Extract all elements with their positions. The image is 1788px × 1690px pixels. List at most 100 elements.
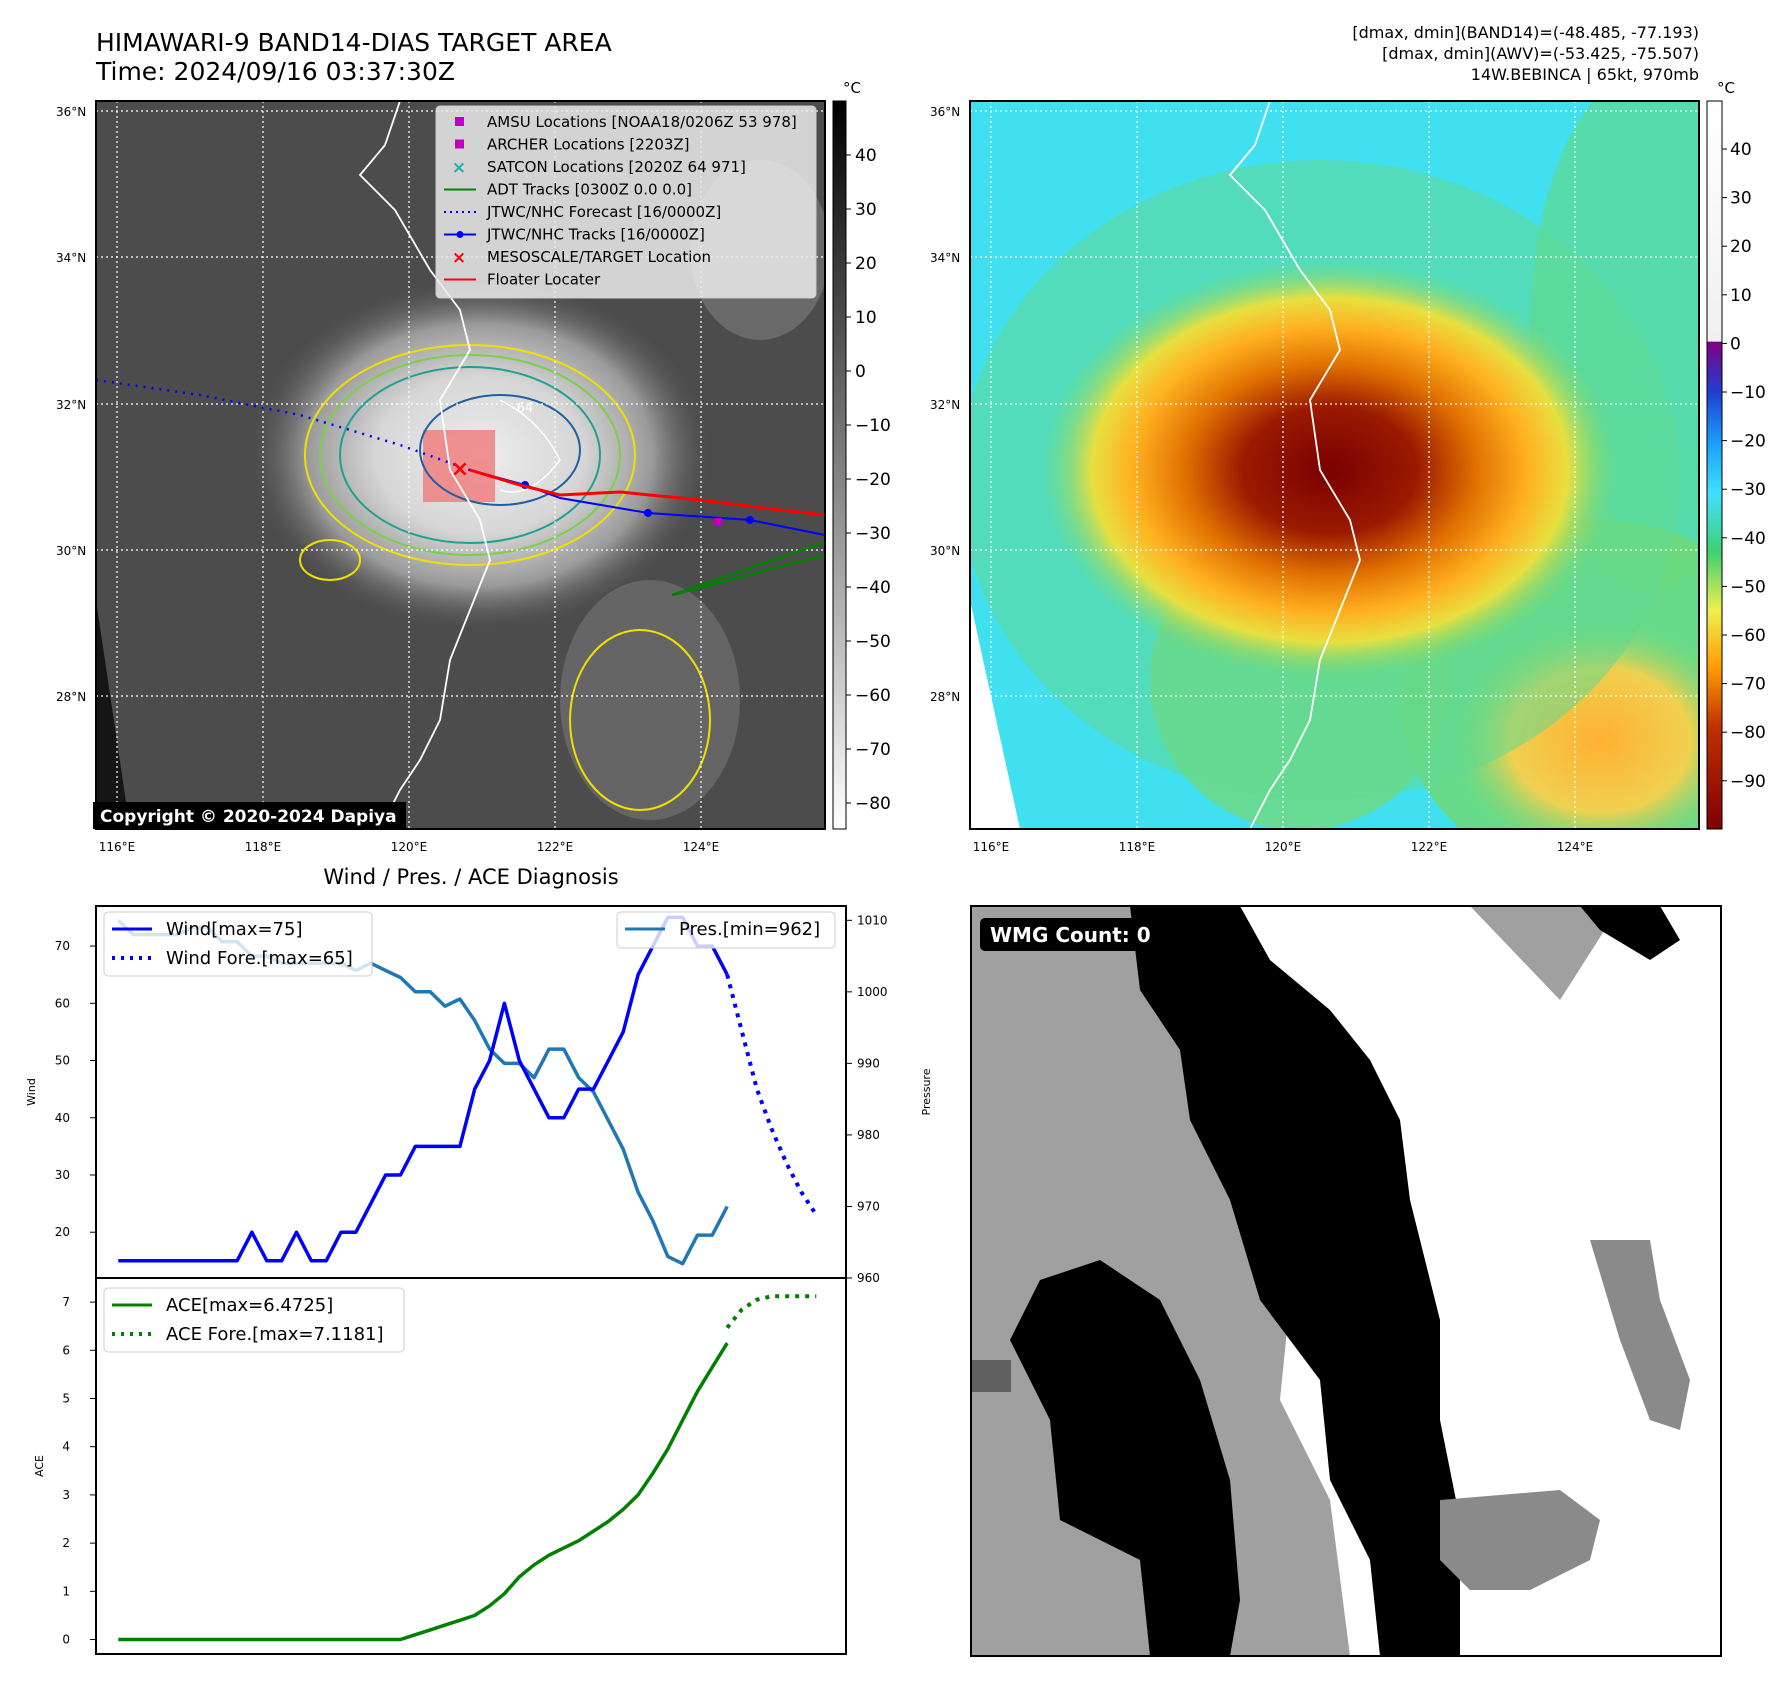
lat-tick: 36°N xyxy=(930,105,960,119)
ir-colorbar-tick: 0 xyxy=(855,362,866,382)
ace-ylabel: ACE xyxy=(33,1455,46,1477)
lat-tick: 32°N xyxy=(56,398,86,412)
wmg-black-patch xyxy=(1010,1260,1240,1656)
diagnosis-panel: Wind / Pres. / ACE Diagnosis Wind Pressu… xyxy=(25,865,933,1655)
ace-tick: 1 xyxy=(62,1584,70,1598)
lon-tick: 124°E xyxy=(683,840,720,854)
lon-tick: 116°E xyxy=(973,840,1010,854)
ir-colorbar-tick: −60 xyxy=(855,686,891,706)
ace-tick: 6 xyxy=(62,1343,70,1357)
wind-tick: 70 xyxy=(55,939,70,953)
map-title-line2: Time: 2024/09/16 03:37:30Z xyxy=(95,57,455,86)
lat-tick: 30°N xyxy=(56,544,86,558)
awv-colorbar-tick: −30 xyxy=(1730,480,1766,500)
ir-colorbar-tick: −10 xyxy=(855,416,891,436)
map-legend-item: JTWC/NHC Forecast [16/0000Z] xyxy=(486,203,721,221)
wmg-gray-patch xyxy=(1590,1240,1690,1430)
awv-colorbar-tick: 20 xyxy=(1730,237,1752,257)
pressure-tick: 1000 xyxy=(857,985,888,999)
ace-tick: 5 xyxy=(62,1392,70,1406)
ace-ticks: 7 6 5 4 3 2 1 0 xyxy=(62,1295,96,1647)
map-legend-item: ARCHER Locations [2203Z] xyxy=(487,136,690,154)
lat-tick: 32°N xyxy=(930,398,960,412)
legend-pres: Pres.[min=962] xyxy=(679,919,820,940)
awv-colorbar-tick: 40 xyxy=(1730,140,1752,160)
awv-colorbar-ticks: 40 30 20 10 0 −10 −20 −30 −40 −50 −60 −70 −80 −90 xyxy=(1722,140,1766,792)
lon-tick: 122°E xyxy=(537,840,574,854)
adt-track xyxy=(671,540,825,597)
ace-legend: ACE[max=6.4725] ACE Fore.[max=7.1181] xyxy=(103,1287,405,1353)
ace-plot xyxy=(118,1294,817,1642)
wmg-frame xyxy=(970,905,1722,1657)
lon-tick: 116°E xyxy=(99,840,136,854)
ir-map-panel: HIMAWARI-9 BAND14-DIAS TARGET AREA Time:… xyxy=(56,28,891,854)
wmg-panel: WMG Count: 0 xyxy=(970,905,1722,1657)
lat-tick: 30°N xyxy=(930,544,960,558)
lon-tick: 124°E xyxy=(1557,840,1594,854)
awv-colorbar-tick: −60 xyxy=(1730,626,1766,646)
pressure-legend: Pres.[min=962] xyxy=(616,911,836,949)
awv-colorbar-tick: −40 xyxy=(1730,529,1766,549)
ir-colorbar-tick: 30 xyxy=(855,200,877,220)
awv-colorbar-tick: −80 xyxy=(1730,723,1766,743)
target-location-marker: × xyxy=(451,457,469,482)
map-title-line1: HIMAWARI-9 BAND14-DIAS TARGET AREA xyxy=(96,28,612,57)
awv-colorbar-tick: 0 xyxy=(1730,334,1741,354)
pressure-ylabel: Pressure xyxy=(920,1068,933,1115)
wmg-label-box xyxy=(980,918,1163,951)
contour-label: -64 xyxy=(512,401,533,416)
ir-colorbar-tick: −70 xyxy=(855,740,891,760)
map-legend-item: AMSU Locations [NOAA18/0206Z 53 978] xyxy=(487,113,797,131)
map-lon-ticks: 116°E 118°E 120°E 122°E 124°E xyxy=(99,840,720,854)
awv-gridlines xyxy=(970,101,1699,829)
awv-info-line1: [dmax, dmin](BAND14)=(-48.485, -77.193) xyxy=(1352,23,1699,42)
map-lat-ticks: 36°N 34°N 32°N 30°N 28°N xyxy=(56,105,86,704)
awv-missing-corner xyxy=(970,600,1020,829)
lon-tick: 120°E xyxy=(1265,840,1302,854)
awv-info-line3: 14W.BEBINCA | 65kt, 970mb xyxy=(1471,65,1699,84)
ir-colorbar-tick: −40 xyxy=(855,578,891,598)
wind-ticks: 70 60 50 40 30 20 xyxy=(55,939,96,1239)
legend-ace: ACE[max=6.4725] xyxy=(166,1295,333,1316)
map-legend: AMSU Locations [NOAA18/0206Z 53 978] ARCH… xyxy=(435,105,817,299)
jtwc-forecast-track xyxy=(96,378,471,472)
lon-tick: 122°E xyxy=(1411,840,1448,854)
wind-tick: 60 xyxy=(55,996,70,1010)
awv-colorbar xyxy=(1706,100,1723,830)
wind-tick: 20 xyxy=(55,1225,70,1239)
series-line-ace-fore xyxy=(725,1294,817,1329)
legend-wind: Wind[max=75] xyxy=(166,919,303,940)
lon-tick: 118°E xyxy=(245,840,282,854)
contour-teal xyxy=(339,366,601,544)
wind-legend: Wind[max=75] Wind Fore.[max=65] xyxy=(103,911,373,977)
lat-tick: 34°N xyxy=(56,251,86,265)
pressure-tick: 980 xyxy=(857,1128,880,1142)
awv-colorbar-tick: −20 xyxy=(1730,432,1766,452)
lat-tick: 28°N xyxy=(56,690,86,704)
contour-yellow xyxy=(304,344,636,566)
series-line-wind-fore xyxy=(725,974,818,1217)
ace-tick: 7 xyxy=(62,1295,70,1309)
ir-corner-dark xyxy=(96,600,130,829)
map-legend-item: Floater Locater xyxy=(487,271,601,289)
ir-colorbar xyxy=(832,100,847,830)
awv-colorbar-tick: −70 xyxy=(1730,675,1766,695)
ace-tick: 4 xyxy=(62,1440,70,1454)
pressure-tick: 960 xyxy=(857,1271,880,1285)
ace-tick: 3 xyxy=(62,1488,70,1502)
wind-ylabel: Wind xyxy=(25,1078,38,1106)
floater-box xyxy=(423,430,495,502)
legend-wind-fore: Wind Fore.[max=65] xyxy=(166,948,353,969)
legend-x-marker: × xyxy=(452,248,466,268)
awv-colorbar-tick: −50 xyxy=(1730,577,1766,597)
map-legend-item: MESOSCALE/TARGET Location xyxy=(487,248,711,266)
diagnosis-title: Wind / Pres. / ACE Diagnosis xyxy=(323,865,618,889)
wmg-count-label: WMG Count: 0 xyxy=(990,923,1151,947)
ir-colorbar-tick: 10 xyxy=(855,308,877,328)
contour-green xyxy=(319,354,621,556)
copyright-box xyxy=(93,802,406,829)
ir-colorbar-ticks: 40 30 20 10 0 −10 −20 −30 −40 −50 −60 −70 −80 xyxy=(846,146,891,814)
ir-colorbar-tick: −20 xyxy=(855,470,891,490)
map-legend-item: ADT Tracks [0300Z 0.0 0.0] xyxy=(487,181,692,199)
